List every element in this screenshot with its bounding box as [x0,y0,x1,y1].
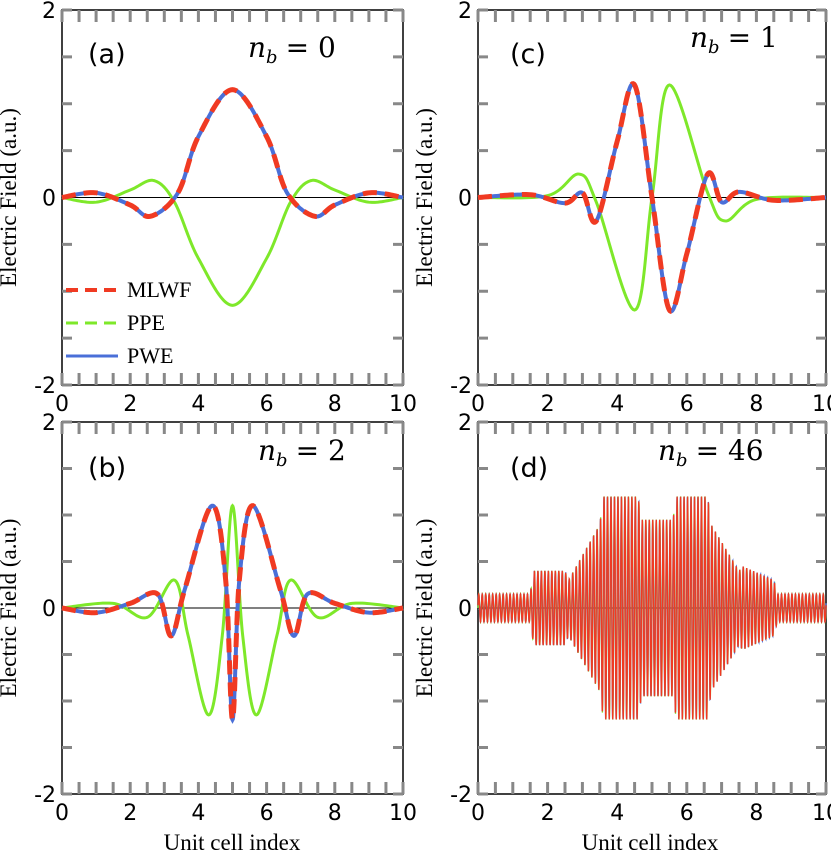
panel-label: (a) [88,39,126,70]
nb-label: nb = 46 [658,434,764,471]
y-axis-title: Electric Field (a.u.) [0,519,21,698]
y-tick-label: -2 [450,783,472,808]
x-tick-label: 2 [541,801,555,826]
x-tick-label: 6 [260,392,274,417]
panel-label: (d) [510,453,548,484]
x-tick-label: 10 [812,801,831,826]
x-tick-label: 0 [471,801,485,826]
x-tick-label: 10 [389,801,417,826]
x-tick-label: 8 [328,392,342,417]
y-tick-label: -2 [34,374,56,399]
x-tick-label: 8 [749,392,763,417]
panel-label: (b) [88,453,126,484]
y-tick-label: 2 [458,411,472,436]
x-tick-label: 0 [471,392,485,417]
y-tick-label: 0 [42,187,56,212]
legend-label-ppe: PPE [127,310,165,335]
x-tick-label: 8 [749,801,763,826]
y-tick-label: 2 [42,0,56,24]
x-tick-label: 4 [191,392,205,417]
x-tick-label: 2 [123,801,137,826]
y-tick-label: 0 [42,597,56,622]
x-axis-title: Unit cell index [582,830,719,855]
x-tick-label: 10 [389,392,417,417]
x-tick-label: 8 [328,801,342,826]
x-tick-label: 4 [610,392,624,417]
nb-label: nb = 1 [690,21,778,58]
legend-label-pwe: PWE [127,343,173,368]
x-tick-label: 6 [260,801,274,826]
nb-label: nb = 0 [248,31,336,68]
series-line-mlwf [61,503,404,725]
y-tick-label: 2 [42,411,56,436]
x-tick-label: 6 [680,392,694,417]
x-tick-label: 2 [541,392,555,417]
x-tick-label: 0 [55,801,69,826]
nb-label: nb = 2 [258,434,346,471]
x-axis-title: Unit cell index [164,830,301,855]
series-line-ppe [61,503,404,717]
x-tick-label: 0 [55,392,69,417]
x-tick-label: 4 [191,801,205,826]
series-line-mlwf [477,496,827,720]
series-line-mlwf [61,87,404,220]
y-tick-label: -2 [450,374,472,399]
legend-label-mlwf: MLWF [127,277,191,302]
x-tick-label: 4 [610,801,624,826]
x-tick-label: 2 [123,392,137,417]
y-tick-label: -2 [34,783,56,808]
panel-label: (c) [510,39,546,70]
y-tick-label: 2 [458,0,472,24]
y-axis-title: Electric Field (a.u.) [412,519,437,698]
y-axis-title: Electric Field (a.u.) [412,108,437,287]
y-tick-label: 0 [458,187,472,212]
x-tick-label: 10 [812,392,831,417]
series-line-ppe [61,178,404,307]
series-line-mlwf [477,81,827,314]
y-tick-label: 0 [458,597,472,622]
x-tick-label: 6 [680,801,694,826]
y-axis-title: Electric Field (a.u.) [0,108,21,287]
legend: MLWF PPE PWE [66,277,191,368]
